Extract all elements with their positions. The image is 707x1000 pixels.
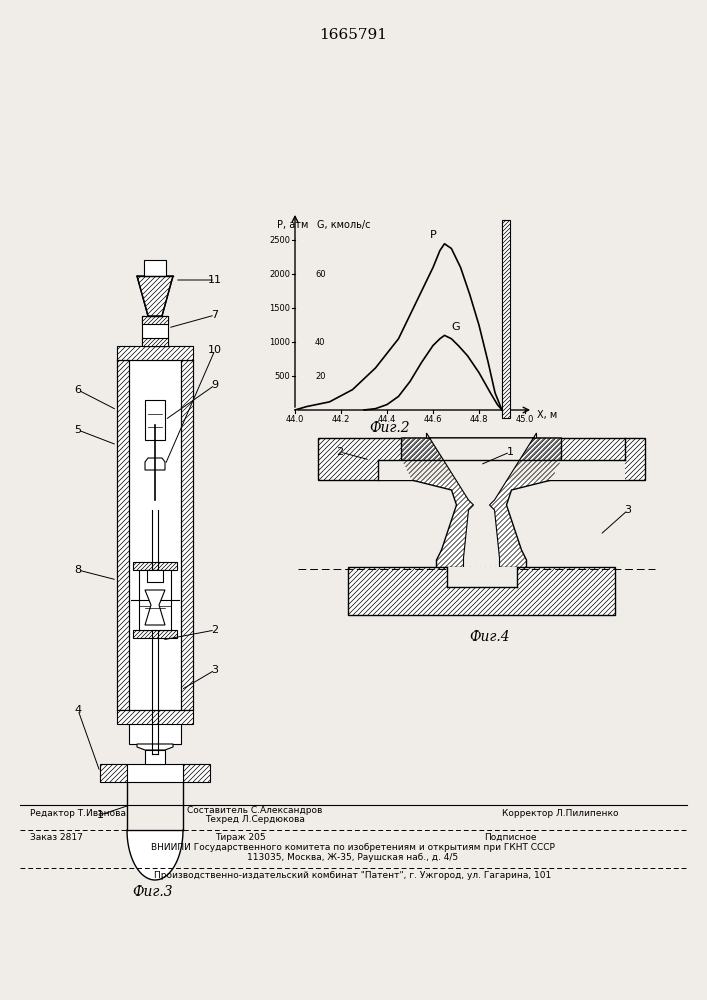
Text: P, атм: P, атм [277, 220, 308, 230]
Polygon shape [137, 744, 173, 750]
Text: P: P [430, 230, 436, 240]
Text: 4: 4 [74, 705, 81, 715]
Text: Корректор Л.Пилипенко: Корректор Л.Пилипенко [502, 809, 618, 818]
Bar [100, 764, 127, 782]
Bar [145, 400, 165, 440]
Text: X, м: X, м [537, 410, 557, 420]
Bar [318, 438, 645, 480]
Bar [117, 360, 129, 710]
Text: Фиг.2: Фиг.2 [370, 421, 410, 435]
Text: ВНИИПИ Государственного комитета по изобретениям и открытиям при ГКНТ СССР: ВНИИПИ Государственного комитета по изоб… [151, 843, 555, 852]
Text: 500: 500 [274, 372, 290, 381]
Bar [378, 460, 625, 480]
Text: 3: 3 [211, 665, 218, 675]
Bar [139, 570, 171, 630]
Text: Заказ 2817: Заказ 2817 [30, 833, 83, 842]
Text: Тираж 205: Тираж 205 [215, 833, 265, 842]
Text: 1000: 1000 [269, 338, 290, 347]
Bar [129, 710, 181, 744]
Text: 10: 10 [208, 345, 222, 355]
Text: 44.2: 44.2 [332, 415, 350, 424]
Text: 11: 11 [208, 275, 222, 285]
Text: 2000: 2000 [269, 270, 290, 279]
Bar [127, 764, 183, 782]
Text: G: G [451, 322, 460, 332]
Text: 44.8: 44.8 [469, 415, 489, 424]
Text: Фиг.4: Фиг.4 [469, 630, 510, 644]
Text: Производственно-издательский комбинат "Патент", г. Ужгород, ул. Гагарина, 101: Производственно-издательский комбинат "П… [154, 871, 551, 880]
Bar [117, 710, 193, 724]
Text: 1500: 1500 [269, 304, 290, 313]
Text: 6: 6 [74, 385, 81, 395]
Bar [348, 567, 615, 615]
Bar [183, 764, 210, 782]
Bar [133, 630, 177, 638]
Bar [142, 316, 168, 346]
Polygon shape [145, 458, 165, 470]
Bar [142, 338, 168, 346]
Text: Подписное: Подписное [484, 833, 536, 842]
Bar [144, 260, 166, 276]
Bar [502, 220, 510, 418]
Polygon shape [402, 438, 561, 570]
Text: 1: 1 [96, 810, 103, 820]
Bar [181, 360, 193, 710]
Bar [447, 567, 517, 587]
Text: 40: 40 [315, 338, 325, 347]
Bar [145, 750, 165, 764]
Polygon shape [145, 590, 165, 625]
Text: G, кмоль/с: G, кмоль/с [317, 220, 370, 230]
Bar [129, 360, 181, 710]
Text: 1665791: 1665791 [319, 28, 387, 42]
Text: Редактор Т.Иванова: Редактор Т.Иванова [30, 809, 126, 818]
Text: 5: 5 [74, 425, 81, 435]
Text: 20: 20 [315, 372, 325, 381]
Text: 2: 2 [211, 625, 218, 635]
Text: 1: 1 [506, 447, 513, 457]
Polygon shape [137, 276, 173, 316]
Text: 7: 7 [211, 310, 218, 320]
Text: Техред Л.Сердюкова: Техред Л.Сердюкова [205, 815, 305, 824]
Polygon shape [127, 830, 183, 880]
Text: 8: 8 [74, 565, 81, 575]
Bar [142, 316, 168, 324]
Text: 44.6: 44.6 [423, 415, 443, 424]
Text: 2500: 2500 [269, 236, 290, 245]
Bar [295, 220, 525, 410]
Bar [133, 562, 177, 570]
Text: Составитель С.Александров: Составитель С.Александров [187, 806, 322, 815]
Text: Фиг.3: Фиг.3 [133, 885, 173, 899]
Bar [147, 570, 163, 582]
Text: 60: 60 [315, 270, 326, 279]
Bar [117, 346, 193, 360]
Text: 9: 9 [211, 380, 218, 390]
Text: 3: 3 [624, 505, 631, 515]
Polygon shape [426, 433, 537, 570]
Text: 113035, Москва, Ж-35, Раушская наб., д. 4/5: 113035, Москва, Ж-35, Раушская наб., д. … [247, 853, 459, 862]
Text: 45.0: 45.0 [516, 415, 534, 424]
Text: 44.0: 44.0 [286, 415, 304, 424]
Text: 2: 2 [337, 447, 344, 457]
Text: 44.4: 44.4 [378, 415, 396, 424]
